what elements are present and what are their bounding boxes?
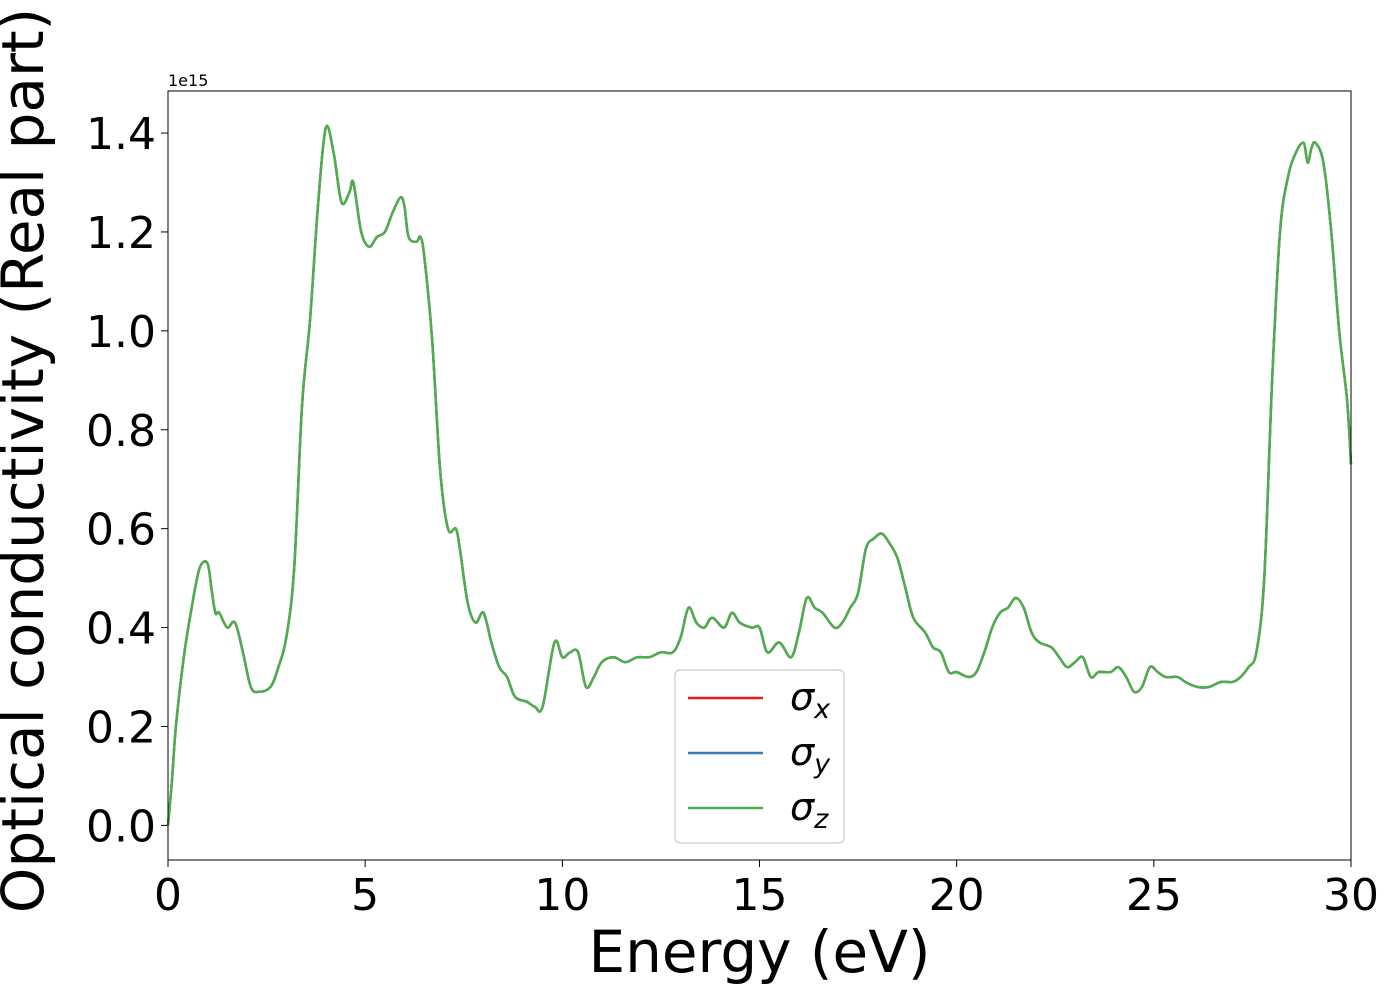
y-axis-ticks: 0.0 0.2 0.4 0.6 0.8 1.0 1.2 1.4 xyxy=(86,109,168,852)
x-tick-label: 0 xyxy=(154,870,182,921)
y-offset-label: 1e15 xyxy=(168,71,208,90)
y-tick-label: 0.4 xyxy=(86,604,156,655)
x-tick-label: 5 xyxy=(351,870,379,921)
y-tick-label: 0.6 xyxy=(86,505,156,556)
x-tick-label: 25 xyxy=(1126,870,1182,921)
x-tick-label: 30 xyxy=(1323,870,1379,921)
y-tick-label: 1.4 xyxy=(86,109,156,160)
y-tick-label: 0.2 xyxy=(86,702,156,753)
x-tick-label: 20 xyxy=(929,870,985,921)
data-lines xyxy=(166,124,1353,826)
y-tick-label: 0.8 xyxy=(86,406,156,457)
legend-box xyxy=(674,669,845,844)
x-axis-title: Energy (eV) xyxy=(588,918,930,986)
y-axis-title: Optical conductivity (Real part) xyxy=(0,8,57,913)
y-tick-label: 0.0 xyxy=(86,801,156,852)
x-tick-label: 15 xyxy=(732,870,788,921)
x-axis-ticks: 0 5 10 15 20 25 30 xyxy=(154,860,1379,921)
y-tick-label: 1.2 xyxy=(86,208,156,259)
series-line-z xyxy=(166,124,1353,826)
plot-frame xyxy=(167,90,1352,861)
y-tick-label: 1.0 xyxy=(86,307,156,358)
x-tick-label: 10 xyxy=(534,870,590,921)
